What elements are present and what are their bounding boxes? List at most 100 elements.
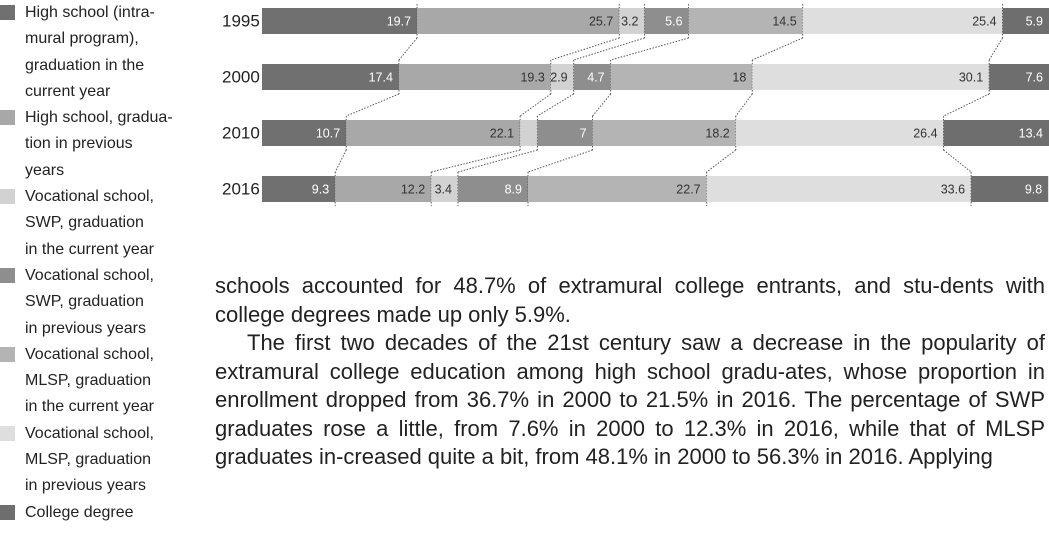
data-label: 22.1 xyxy=(490,126,514,140)
bar-segment xyxy=(335,176,432,202)
bar-segment xyxy=(971,176,1049,202)
data-label: 25.7 xyxy=(589,14,613,28)
legend-item: High school (intra- mural program), grad… xyxy=(0,0,205,105)
bar-segment xyxy=(262,176,336,202)
data-label: 19.3 xyxy=(520,70,544,84)
bar-segment xyxy=(431,176,458,202)
legend-label: Vocational school, MLSP, graduation in t… xyxy=(25,345,154,416)
data-label: 5.9 xyxy=(1026,14,1043,28)
legend-swatch xyxy=(0,189,15,205)
bar-segment xyxy=(417,8,620,34)
connector xyxy=(735,93,753,117)
bar-segment xyxy=(619,8,645,34)
legend-item: Vocational school, MLSP, graduation in t… xyxy=(0,342,205,421)
bar-segment xyxy=(706,176,972,202)
bar-segment xyxy=(528,176,707,202)
data-label: 18 xyxy=(732,70,746,84)
bar-segment xyxy=(537,120,593,146)
data-label: 26.4 xyxy=(913,126,937,140)
connector xyxy=(943,149,972,173)
data-label: 30.1 xyxy=(959,70,983,84)
connector xyxy=(537,93,574,117)
connector xyxy=(706,149,737,173)
data-label: 7 xyxy=(580,126,587,140)
legend-swatch xyxy=(0,346,15,362)
data-label: 14.5 xyxy=(772,14,796,28)
connector xyxy=(988,37,1003,61)
bar-segment xyxy=(752,64,990,90)
legend-label: Vocational school, SWP, graduation in th… xyxy=(25,188,154,258)
connector xyxy=(752,37,803,61)
connector xyxy=(398,37,418,61)
paragraph: schools accounted for 48.7% of extramura… xyxy=(215,273,1045,327)
data-label: 19.7 xyxy=(387,14,411,28)
data-label: 17.4 xyxy=(369,70,393,84)
legend-label: College degree xyxy=(25,503,134,521)
connector xyxy=(527,149,593,173)
connector xyxy=(592,93,612,117)
y-tick-label: 2000 xyxy=(222,67,260,86)
legend-swatch xyxy=(0,5,15,20)
y-tick-label: 2010 xyxy=(222,123,260,142)
legend-item: High school, gradua- tion in previous ye… xyxy=(0,105,205,184)
bar-segment xyxy=(735,120,944,146)
bar-segment xyxy=(1002,8,1049,34)
data-label: 13.4 xyxy=(1019,126,1043,140)
bar-segment xyxy=(262,64,399,90)
legend-swatch xyxy=(0,425,15,441)
data-label: 4.7 xyxy=(587,70,604,84)
data-label: 33.6 xyxy=(941,182,965,196)
data-label: 12.2 xyxy=(401,182,425,196)
bar-segment xyxy=(688,8,803,34)
bar-segment xyxy=(346,120,521,146)
connector xyxy=(346,93,400,117)
bar-segment xyxy=(550,64,574,90)
connector xyxy=(610,37,689,61)
legend-label: Vocational school, SWP, graduation in pr… xyxy=(25,266,154,337)
bar-segment xyxy=(644,8,689,34)
bar-segment xyxy=(610,64,753,90)
data-label: 9.3 xyxy=(312,182,329,196)
legend-label: High school, gradua- tion in previous ye… xyxy=(25,109,173,179)
data-label: 2.9 xyxy=(550,70,567,84)
data-label: 3.4 xyxy=(435,182,452,196)
data-label: 18.2 xyxy=(705,126,729,140)
data-label: 8.9 xyxy=(505,182,522,196)
y-tick-label: 2016 xyxy=(222,179,260,198)
bar-segment xyxy=(943,120,1049,146)
legend-label: Vocational school, MLSP, graduation in p… xyxy=(25,424,154,495)
legend-swatch xyxy=(0,504,15,520)
chart: 1995 19.7 25.7 3.2 5.6 14.5 25.4 5.9 2000 17.4 19.… xyxy=(222,4,1049,206)
legend-item: College degree xyxy=(0,500,205,526)
connector xyxy=(334,149,347,173)
body-text: schools accounted for 48.7% of extramura… xyxy=(215,272,1045,472)
legend-item: Vocational school, SWP, graduation in th… xyxy=(0,184,205,263)
bar-segment xyxy=(989,64,1049,90)
paragraph: The first two decades of the 21st centur… xyxy=(215,330,1045,469)
bar-segment xyxy=(592,120,736,146)
bar-segment xyxy=(262,120,347,146)
legend-label: High school (intra- mural program), grad… xyxy=(25,4,155,100)
legend-swatch xyxy=(0,267,15,283)
bar-segment xyxy=(457,176,529,202)
legend: High school (intra- mural program), grad… xyxy=(0,0,205,526)
connector xyxy=(519,93,552,117)
data-label: 5.6 xyxy=(665,14,682,28)
bar-segment xyxy=(398,64,551,90)
data-label: 9.8 xyxy=(1025,182,1042,196)
connector xyxy=(431,149,521,173)
data-label: 7.6 xyxy=(1026,70,1043,84)
legend-item: Vocational school, MLSP, graduation in p… xyxy=(0,421,205,500)
bar-segment xyxy=(262,8,418,34)
connector xyxy=(457,149,538,173)
bar-segment xyxy=(573,64,611,90)
legend-item: Vocational school, SWP, graduation in pr… xyxy=(0,263,205,342)
connector xyxy=(943,93,990,117)
bar-segment xyxy=(520,120,538,146)
data-label: 25.4 xyxy=(972,14,996,28)
data-label: 10.7 xyxy=(316,126,340,140)
data-label: 3.2 xyxy=(621,14,638,28)
y-tick-label: 1995 xyxy=(222,11,260,30)
bar-segment xyxy=(802,8,1003,34)
